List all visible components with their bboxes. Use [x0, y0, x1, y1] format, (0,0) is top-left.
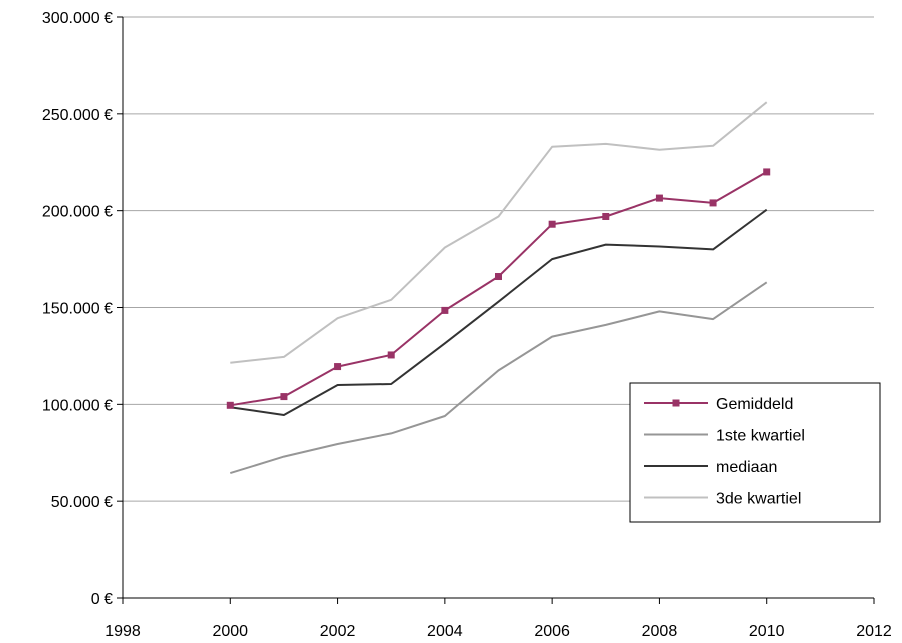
- legend-label: 1ste kwartiel: [716, 428, 805, 445]
- legend: Gemiddeld 1ste kwartiel mediaan 3de kwartie…: [629, 382, 881, 523]
- legend-label: Gemiddeld: [716, 396, 793, 413]
- x-tick-label: 2000: [212, 623, 248, 640]
- y-tick-label: 150.000 €: [42, 301, 113, 318]
- y-tick-label: 250.000 €: [42, 107, 113, 124]
- data-point: [334, 363, 342, 371]
- data-point: [548, 220, 556, 228]
- legend-marker: [672, 399, 680, 407]
- series-gemiddeld: [226, 168, 771, 409]
- series-line: [230, 101, 768, 364]
- series-line: [230, 208, 768, 416]
- data-point: [280, 393, 288, 401]
- series-mediaan: [230, 208, 768, 416]
- series-3de-kwartiel: [230, 101, 768, 364]
- data-point: [441, 306, 449, 314]
- x-tick-label: 2002: [320, 623, 356, 640]
- legend-box: [629, 382, 881, 523]
- data-point: [655, 194, 663, 202]
- x-tick-label: 2010: [749, 623, 785, 640]
- series-lines: [226, 101, 771, 475]
- y-tick-label: 300.000 €: [42, 10, 113, 27]
- y-tick-label: 100.000 €: [42, 397, 113, 414]
- series-1ste-kwartiel: [230, 281, 768, 475]
- legend-label: mediaan: [716, 459, 777, 476]
- series-line: [230, 281, 768, 475]
- axes: 0 € 50.000 € 100.000 € 150.000 € 200.000 € 25…: [42, 10, 892, 640]
- x-tick-label: 1998: [105, 623, 141, 640]
- y-tick-label: 0 €: [91, 591, 113, 608]
- data-point: [495, 273, 502, 281]
- data-point: [602, 212, 610, 220]
- data-point: [709, 199, 717, 207]
- x-tick-label: 2004: [427, 623, 463, 640]
- data-point: [226, 401, 234, 409]
- y-tick-label: 200.000 €: [42, 204, 113, 221]
- x-tick-label: 2012: [856, 623, 892, 640]
- data-point: [763, 168, 771, 176]
- data-point: [387, 351, 395, 359]
- y-tick-label: 50.000 €: [51, 494, 113, 511]
- x-tick-label: 2008: [642, 623, 678, 640]
- x-tick-label: 2006: [534, 623, 570, 640]
- legend-label: 3de kwartiel: [716, 491, 801, 508]
